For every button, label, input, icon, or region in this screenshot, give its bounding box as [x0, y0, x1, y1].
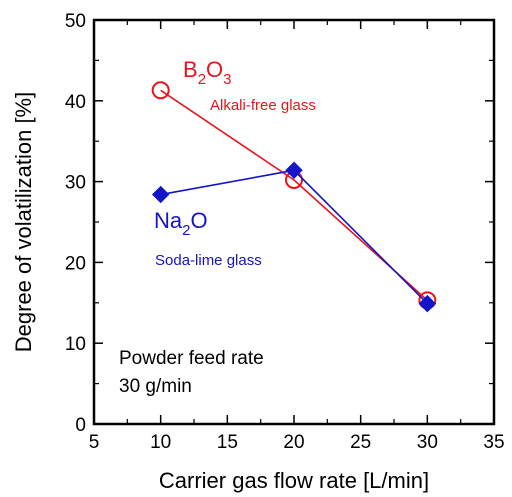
y-axis-title: Degree of volatilization [%] — [11, 92, 36, 352]
na2o-label-part-1: Na — [154, 208, 183, 233]
plot-frame — [92, 18, 496, 426]
na2o-series-sublabel: Soda-lime glass — [155, 252, 262, 269]
b2o3-label-part-4: 3 — [223, 71, 231, 88]
na2o-label-part-3: O — [190, 208, 207, 233]
x-tick-label: 25 — [350, 432, 371, 453]
ticks-layer: 5 10 15 20 25 30 35 0 10 20 30 40 50 — [65, 11, 505, 453]
na2o-series-label: Na2O — [154, 208, 208, 239]
x-tick-label: 20 — [283, 432, 304, 453]
y-tick-label: 10 — [65, 334, 86, 355]
data-point — [151, 81, 170, 100]
b2o3-series-label: B2O3 — [183, 57, 232, 88]
data-point — [151, 185, 170, 204]
data-point — [418, 294, 437, 313]
y-tick-label: 0 — [75, 415, 86, 436]
b2o3-label-part-3: O — [206, 57, 223, 82]
annotation-line-1: Powder feed rate — [119, 348, 264, 369]
x-tick-label: 30 — [417, 432, 438, 453]
b2o3-label-part-2: 2 — [198, 71, 206, 88]
b2o3-label-part-1: B — [183, 57, 198, 82]
annotation-line-2: 30 g/min — [119, 376, 192, 397]
y-tick-label: 50 — [65, 11, 86, 32]
y-tick-label: 20 — [65, 253, 86, 274]
x-tick-label: 15 — [217, 432, 238, 453]
x-axis-title: Carrier gas flow rate [L/min] — [159, 468, 429, 493]
series-layer — [151, 81, 437, 313]
x-tick-label: 35 — [483, 432, 504, 453]
b2o3-series-sublabel: Alkali-free glass — [210, 97, 316, 114]
na2o-label-part-2: 2 — [182, 222, 190, 239]
series-line — [160, 169, 428, 305]
y-tick-label: 40 — [65, 92, 86, 113]
y-tick-label: 30 — [65, 173, 86, 194]
data-point — [285, 161, 303, 179]
x-tick-label: 5 — [89, 432, 100, 453]
x-tick-label: 10 — [150, 432, 171, 453]
